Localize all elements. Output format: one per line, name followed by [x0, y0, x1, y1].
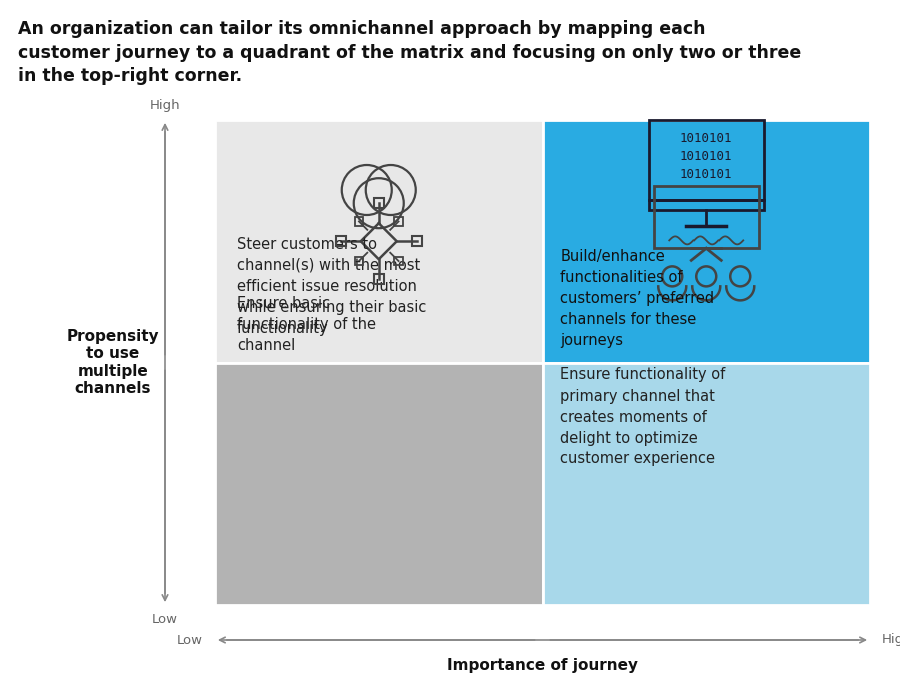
Text: 1010101
1010101
1010101: 1010101 1010101 1010101 — [680, 132, 733, 180]
Bar — [374, 274, 383, 284]
Bar — [355, 217, 364, 225]
Text: Ensure functionality of
primary channel that
creates moments of
delight to optim: Ensure functionality of primary channel … — [561, 367, 725, 466]
Text: Low: Low — [177, 634, 203, 647]
Bar — [215, 120, 543, 362]
Text: Propensity
to use
multiple
channels: Propensity to use multiple channels — [67, 329, 159, 396]
Bar — [412, 236, 422, 246]
Text: High: High — [149, 99, 180, 112]
Text: Low: Low — [152, 613, 178, 626]
Text: High: High — [882, 634, 900, 647]
Bar — [215, 362, 543, 605]
Bar — [394, 256, 403, 265]
Bar — [374, 198, 383, 209]
Bar — [649, 120, 764, 200]
Bar — [394, 217, 403, 225]
Bar — [543, 362, 870, 605]
Text: An organization can tailor its omnichannel approach by mapping each
customer jou: An organization can tailor its omnichann… — [18, 20, 801, 85]
Text: Steer customers to
channel(s) with the most
efficient issue resolution
while ens: Steer customers to channel(s) with the m… — [237, 237, 427, 336]
Text: Build/enhance
functionalities of
customers’ preferred
channels for these
journey: Build/enhance functionalities of custome… — [561, 248, 715, 348]
Bar — [543, 120, 870, 362]
Bar — [355, 256, 364, 265]
Bar — [336, 236, 346, 246]
Text: Importance of journey
to customers: Importance of journey to customers — [447, 658, 638, 675]
Text: Ensure basic
functionality of the
channel: Ensure basic functionality of the channe… — [237, 296, 376, 353]
Bar — [653, 186, 759, 248]
Bar — [649, 200, 764, 210]
